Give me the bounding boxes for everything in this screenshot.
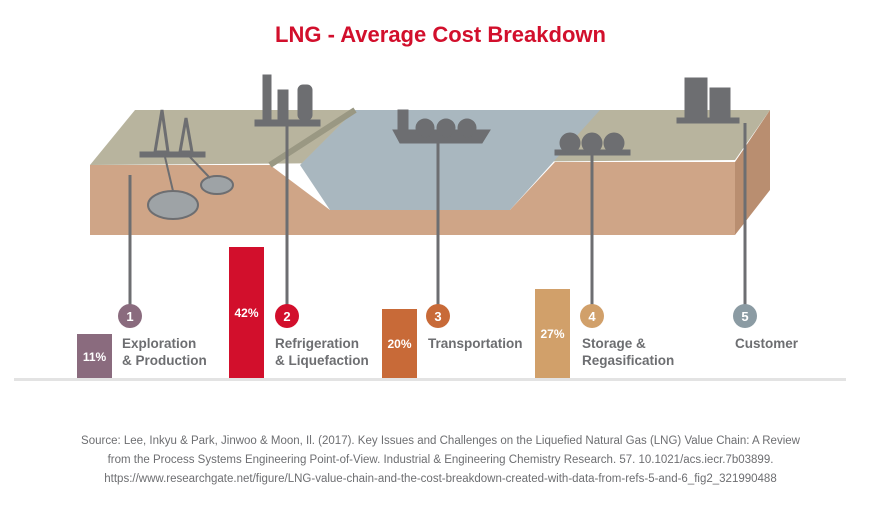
- bar-1: 11%: [77, 334, 112, 379]
- gas-reservoir: [147, 190, 199, 220]
- bar-2: 42%: [229, 247, 264, 379]
- lng-ship-icon: [392, 109, 491, 144]
- baseline: [14, 378, 846, 381]
- step-number-badge: 1: [118, 304, 142, 328]
- step-number-badge: 4: [580, 304, 604, 328]
- bar-value-label: 20%: [387, 337, 412, 351]
- source-citation: Source: Lee, Inkyu & Park, Jinwoo & Moon…: [0, 432, 881, 489]
- source-line: from the Process Systems Engineering Poi…: [107, 454, 774, 466]
- bar-value-label: 11%: [82, 349, 107, 364]
- source-line: Source: Lee, Inkyu & Park, Jinwoo & Moon…: [81, 435, 800, 447]
- water: [300, 110, 600, 210]
- bar-3: 20%: [382, 309, 417, 379]
- connector-lines: [128, 123, 747, 306]
- step-number-badge: 2: [275, 304, 299, 328]
- category-label: Exploration & Production: [122, 336, 207, 368]
- refinery-icon: [254, 74, 321, 127]
- category-label: Transportation: [428, 336, 523, 351]
- buildings-icon: [676, 77, 740, 124]
- bar-4: 27%: [535, 289, 570, 379]
- source-line: https://www.researchgate.net/figure/LNG-…: [104, 473, 777, 485]
- chart-title: LNG - Average Cost Breakdown: [275, 22, 606, 47]
- category-label: Customer: [735, 336, 799, 351]
- step-number-badge: 3: [426, 304, 450, 328]
- gas-reservoir: [200, 175, 234, 195]
- lng-value-chain-illustration: [90, 74, 770, 306]
- bar-value-label: 42%: [234, 306, 259, 321]
- storage-tanks-icon: [554, 132, 631, 156]
- land-front: [90, 162, 735, 235]
- category-label: Refrigeration & Liquefaction: [275, 336, 369, 368]
- oil-rig-icon: [139, 109, 211, 192]
- step-number-badge: 5: [733, 304, 757, 328]
- bar-value-label: 27%: [540, 327, 565, 342]
- category-label: Storage & Regasification: [582, 336, 675, 368]
